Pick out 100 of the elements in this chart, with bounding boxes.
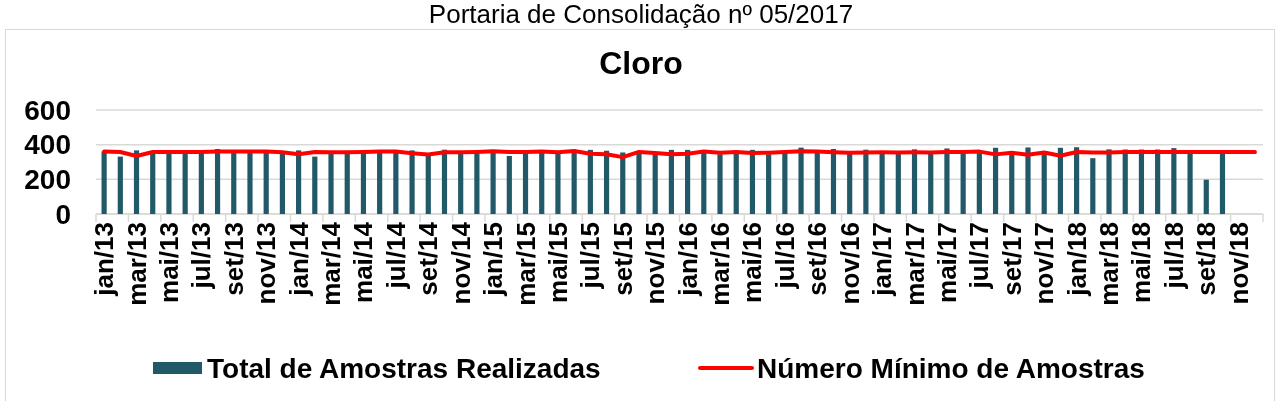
bar bbox=[636, 151, 642, 214]
x-tick-label: jan/15 bbox=[478, 222, 509, 297]
x-tick-label: jan/16 bbox=[672, 222, 703, 297]
bar bbox=[1171, 148, 1177, 214]
bar bbox=[911, 149, 918, 214]
bar bbox=[668, 149, 674, 214]
bar bbox=[717, 154, 723, 214]
bar bbox=[409, 150, 415, 214]
bar bbox=[539, 151, 545, 214]
bar bbox=[976, 151, 982, 214]
line-series bbox=[102, 148, 1257, 160]
bar bbox=[555, 152, 561, 214]
y-tick-label: 400 bbox=[24, 129, 71, 161]
bar bbox=[425, 155, 431, 214]
x-tick-label: mar/13 bbox=[121, 222, 152, 306]
bar bbox=[360, 151, 367, 214]
bar bbox=[1106, 149, 1112, 214]
bar bbox=[782, 151, 788, 214]
bar bbox=[620, 152, 626, 214]
bar bbox=[701, 151, 707, 214]
bar bbox=[1090, 158, 1096, 214]
bar bbox=[814, 151, 820, 214]
chart-subtitle: Portaria de Consolidação nº 05/2017 bbox=[428, 0, 854, 29]
x-tick-label: nov/15 bbox=[640, 222, 671, 305]
x-tick-label: nov/18 bbox=[1223, 222, 1254, 305]
bar bbox=[733, 151, 739, 214]
x-tick-label: jul/14 bbox=[380, 221, 411, 290]
x-tick-label: jan/18 bbox=[1061, 222, 1092, 297]
bar bbox=[895, 152, 901, 214]
bar bbox=[879, 152, 885, 214]
x-tick-label: jul/18 bbox=[1158, 222, 1189, 290]
x-tick-label: set/16 bbox=[802, 222, 833, 296]
x-tick-label: jul/13 bbox=[186, 222, 217, 290]
bar bbox=[652, 154, 658, 214]
bar bbox=[393, 151, 399, 214]
bar bbox=[1187, 151, 1193, 214]
bar bbox=[296, 150, 302, 214]
bar bbox=[863, 149, 869, 214]
x-tick-label: set/14 bbox=[413, 221, 444, 296]
x-tick-label: jan/17 bbox=[867, 222, 898, 297]
x-tick-label: nov/13 bbox=[251, 222, 282, 305]
bar bbox=[587, 149, 593, 214]
bar bbox=[1057, 147, 1063, 214]
x-tick-label: nov/17 bbox=[1029, 222, 1060, 305]
bar bbox=[830, 149, 837, 214]
bar bbox=[1219, 151, 1226, 214]
bar bbox=[960, 151, 966, 214]
x-tick-label: jan/14 bbox=[283, 221, 314, 297]
bar bbox=[279, 151, 285, 214]
x-tick-label: mai/18 bbox=[1126, 222, 1157, 303]
bar bbox=[133, 150, 140, 214]
y-tick-label: 0 bbox=[55, 198, 71, 230]
bar bbox=[490, 151, 496, 214]
bar bbox=[1009, 153, 1015, 214]
bar bbox=[992, 147, 999, 214]
x-tick-label: nov/14 bbox=[445, 221, 476, 305]
bar bbox=[441, 149, 448, 214]
bar bbox=[101, 151, 107, 214]
bar bbox=[847, 152, 853, 214]
x-tick-label: mai/13 bbox=[153, 222, 184, 303]
bar bbox=[198, 151, 204, 214]
bar bbox=[522, 152, 529, 214]
bar bbox=[506, 155, 512, 214]
x-tick-label: mai/15 bbox=[542, 222, 573, 303]
bar bbox=[928, 152, 934, 214]
bar bbox=[377, 151, 383, 214]
chart-title: Cloro bbox=[599, 45, 683, 81]
bar bbox=[182, 151, 188, 214]
x-tick-label: mai/14 bbox=[348, 221, 379, 303]
x-tick-label: mar/18 bbox=[1094, 222, 1125, 306]
bar bbox=[166, 151, 172, 214]
bar bbox=[1203, 179, 1209, 214]
bar bbox=[603, 150, 610, 214]
x-tick-label: jul/16 bbox=[769, 222, 800, 290]
x-tick-label: jul/15 bbox=[575, 222, 606, 290]
legend-label: Total de Amostras Realizadas bbox=[207, 352, 601, 384]
bar bbox=[685, 149, 691, 214]
x-tick-label: jul/17 bbox=[964, 222, 995, 290]
x-tick-label: mar/14 bbox=[316, 221, 347, 306]
x-tick-label: set/18 bbox=[1191, 222, 1222, 296]
x-tick-label: mai/17 bbox=[931, 222, 962, 303]
x-tick-label: mar/16 bbox=[705, 222, 736, 306]
bar bbox=[150, 151, 156, 214]
bar bbox=[1041, 152, 1047, 214]
bar bbox=[312, 156, 318, 214]
bar bbox=[474, 151, 480, 214]
bar bbox=[766, 154, 772, 214]
x-tick-label: set/17 bbox=[996, 222, 1027, 296]
x-tick-label: mar/15 bbox=[510, 222, 541, 306]
x-tick-label: nov/16 bbox=[834, 222, 865, 305]
bar bbox=[328, 152, 334, 214]
bar bbox=[1025, 147, 1031, 214]
bar bbox=[214, 149, 221, 214]
bar bbox=[944, 148, 950, 214]
bar bbox=[798, 147, 804, 214]
bar bbox=[263, 151, 269, 214]
bar bbox=[117, 156, 123, 214]
x-tick-label: set/15 bbox=[607, 222, 638, 296]
y-tick-label: 600 bbox=[24, 94, 71, 126]
bar bbox=[231, 151, 237, 214]
